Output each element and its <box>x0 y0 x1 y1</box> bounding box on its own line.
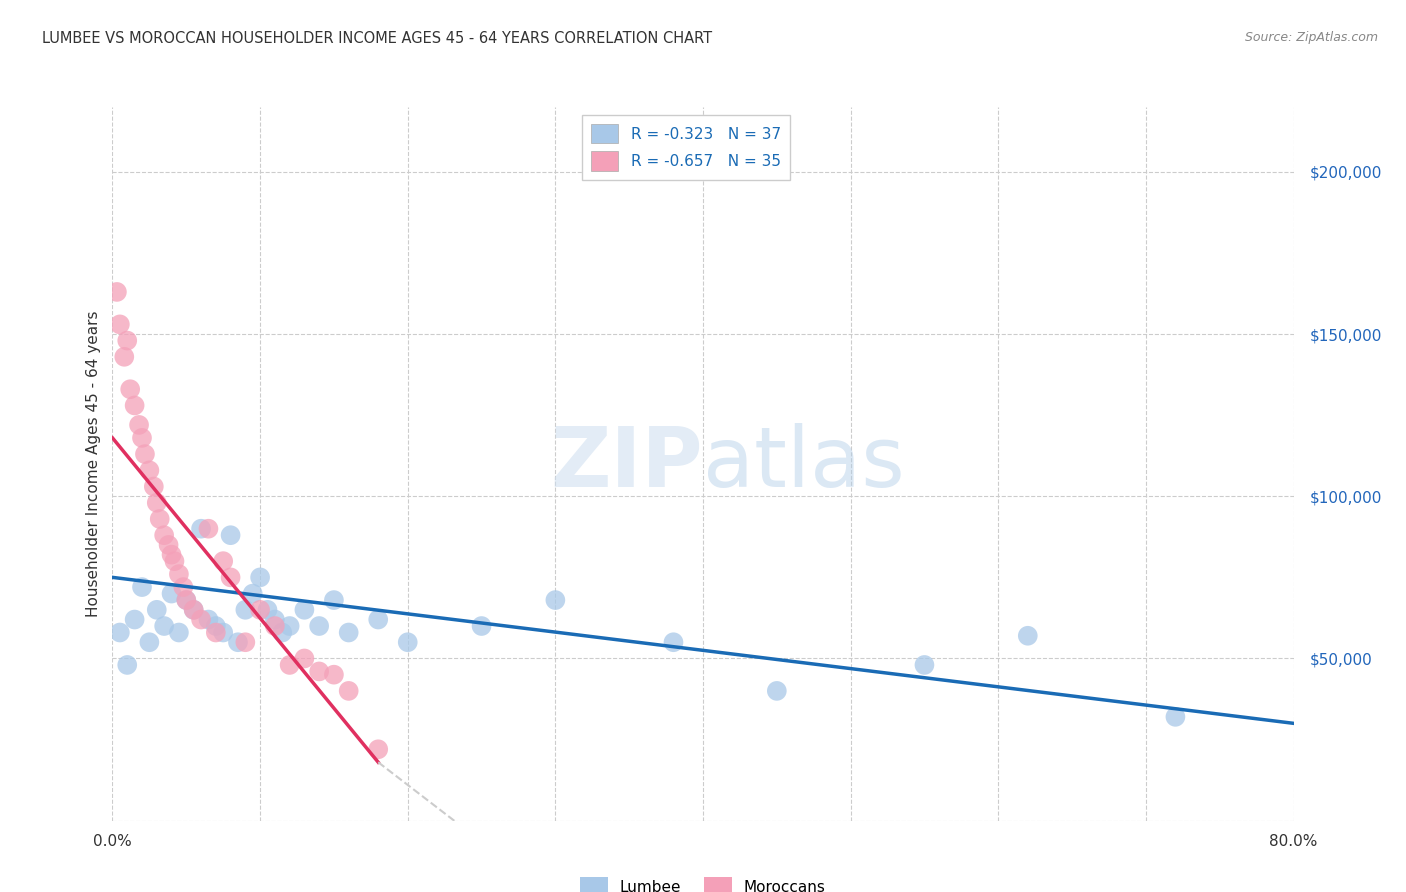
Point <box>146 603 169 617</box>
Point <box>138 463 160 477</box>
Point <box>117 657 138 672</box>
Point <box>233 635 256 649</box>
Point <box>174 593 197 607</box>
Point <box>367 613 389 627</box>
Point <box>226 635 249 649</box>
Y-axis label: Householder Income Ages 45 - 64 years: Householder Income Ages 45 - 64 years <box>86 310 101 617</box>
Text: LUMBEE VS MOROCCAN HOUSEHOLDER INCOME AGES 45 - 64 YEARS CORRELATION CHART: LUMBEE VS MOROCCAN HOUSEHOLDER INCOME AG… <box>42 31 713 46</box>
Point <box>249 570 271 584</box>
Point <box>138 635 160 649</box>
Point <box>278 619 301 633</box>
Point <box>197 522 219 536</box>
Point <box>197 613 219 627</box>
Point <box>174 593 197 607</box>
Point <box>117 334 138 348</box>
Point <box>308 665 330 679</box>
Point <box>308 619 330 633</box>
Point <box>914 657 936 672</box>
Point <box>142 479 165 493</box>
Legend: Lumbee, Moroccans: Lumbee, Moroccans <box>574 871 832 892</box>
Point <box>219 528 242 542</box>
Point <box>163 554 186 568</box>
Point <box>108 625 131 640</box>
Point <box>172 580 194 594</box>
Text: atlas: atlas <box>703 424 904 504</box>
Point <box>205 619 228 633</box>
Point <box>212 554 235 568</box>
Point <box>337 684 360 698</box>
Point <box>160 586 183 600</box>
Point <box>167 567 190 582</box>
Point <box>249 603 271 617</box>
Point <box>157 538 180 552</box>
Point <box>662 635 685 649</box>
Point <box>292 603 315 617</box>
Point <box>212 625 235 640</box>
Point <box>124 399 146 413</box>
Point <box>271 625 294 640</box>
Point <box>190 613 212 627</box>
Point <box>292 651 315 665</box>
Point <box>256 603 278 617</box>
Point <box>323 593 346 607</box>
Point <box>112 350 135 364</box>
Point <box>183 603 205 617</box>
Point <box>233 603 256 617</box>
Point <box>1017 629 1039 643</box>
Text: Source: ZipAtlas.com: Source: ZipAtlas.com <box>1244 31 1378 45</box>
Point <box>108 318 131 332</box>
Point <box>124 613 146 627</box>
Point <box>264 613 287 627</box>
Point <box>205 625 228 640</box>
Point <box>153 528 176 542</box>
Point <box>183 603 205 617</box>
Point <box>396 635 419 649</box>
Point <box>153 619 176 633</box>
Text: ZIP: ZIP <box>551 424 703 504</box>
Point <box>146 496 169 510</box>
Point <box>105 285 128 299</box>
Point <box>128 417 150 432</box>
Point <box>149 512 172 526</box>
Point <box>323 667 346 681</box>
Point <box>190 522 212 536</box>
Point <box>367 742 389 756</box>
Point <box>544 593 567 607</box>
Point <box>470 619 494 633</box>
Point <box>131 580 153 594</box>
Point <box>160 548 183 562</box>
Point <box>120 382 142 396</box>
Point <box>1164 710 1187 724</box>
Point <box>278 657 301 672</box>
Point <box>264 619 287 633</box>
Point <box>766 684 789 698</box>
Point <box>167 625 190 640</box>
Point <box>337 625 360 640</box>
Point <box>134 447 156 461</box>
Point <box>219 570 242 584</box>
Point <box>242 586 264 600</box>
Point <box>131 431 153 445</box>
